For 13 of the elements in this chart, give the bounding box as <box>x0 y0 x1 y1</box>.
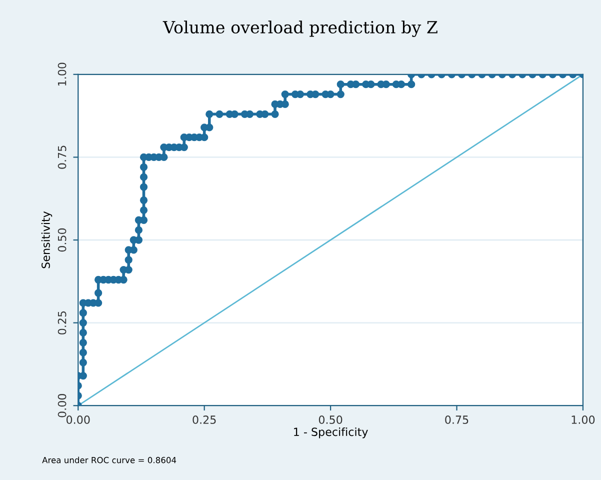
x-axis-title: 1 - Specificity <box>294 427 368 438</box>
chart-title: Volume overload prediction by Z <box>162 20 438 37</box>
x-tick-label: 0.75 <box>445 416 468 424</box>
y-tick-label: 0.25 <box>58 311 66 334</box>
y-tick-label: 1.00 <box>58 62 66 86</box>
y-tick-label: 0.75 <box>58 146 66 169</box>
text: Area under ROC curve = 0.8604 <box>42 456 176 464</box>
y-tick-label: 0.50 <box>58 228 66 252</box>
x-tick-label: 0.50 <box>318 416 342 424</box>
y-axis-title: Sensitivity <box>41 211 52 268</box>
x-tick-label: 1.00 <box>572 416 595 424</box>
x-tick-label: 0.00 <box>66 416 90 424</box>
x-tick-label: 0.25 <box>192 416 216 424</box>
